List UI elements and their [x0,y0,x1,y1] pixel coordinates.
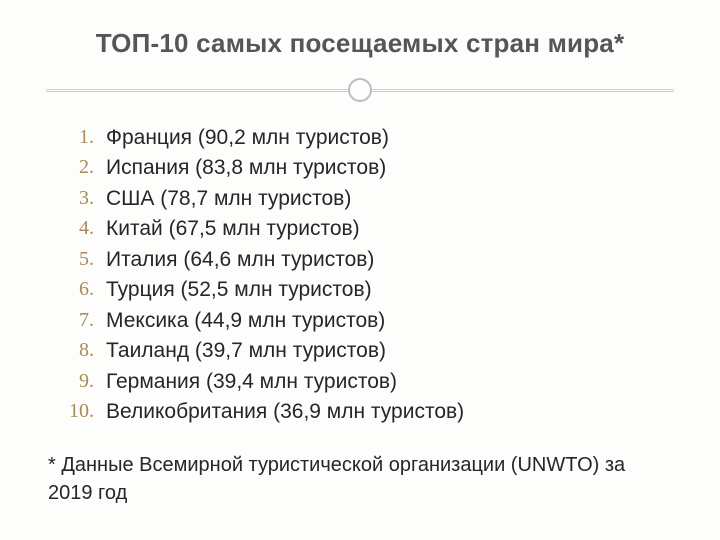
slide: ТОП-10 самых посещаемых стран мира* Фран… [0,0,720,540]
list-item: США (78,7 млн туристов) [50,184,680,214]
list-item: Великобритания (36,9 млн туристов) [50,397,680,427]
ranked-list: Франция (90,2 млн туристов) Испания (83,… [50,123,680,427]
ranked-list-container: Франция (90,2 млн туристов) Испания (83,… [50,123,680,427]
list-item: Германия (39,4 млн туристов) [50,367,680,397]
title-divider [46,77,674,103]
list-item: Франция (90,2 млн туристов) [50,123,680,153]
list-item: Турция (52,5 млн туристов) [50,275,680,305]
list-item: Испания (83,8 млн туристов) [50,153,680,183]
slide-title: ТОП-10 самых посещаемых стран мира* [40,28,680,59]
list-item: Таиланд (39,7 млн туристов) [50,336,680,366]
footnote: * Данные Всемирной туристической организ… [40,451,680,507]
list-item: Мексика (44,9 млн туристов) [50,306,680,336]
list-item: Италия (64,6 млн туристов) [50,245,680,275]
list-item: Китай (67,5 млн туристов) [50,214,680,244]
divider-circle-icon [348,78,372,102]
